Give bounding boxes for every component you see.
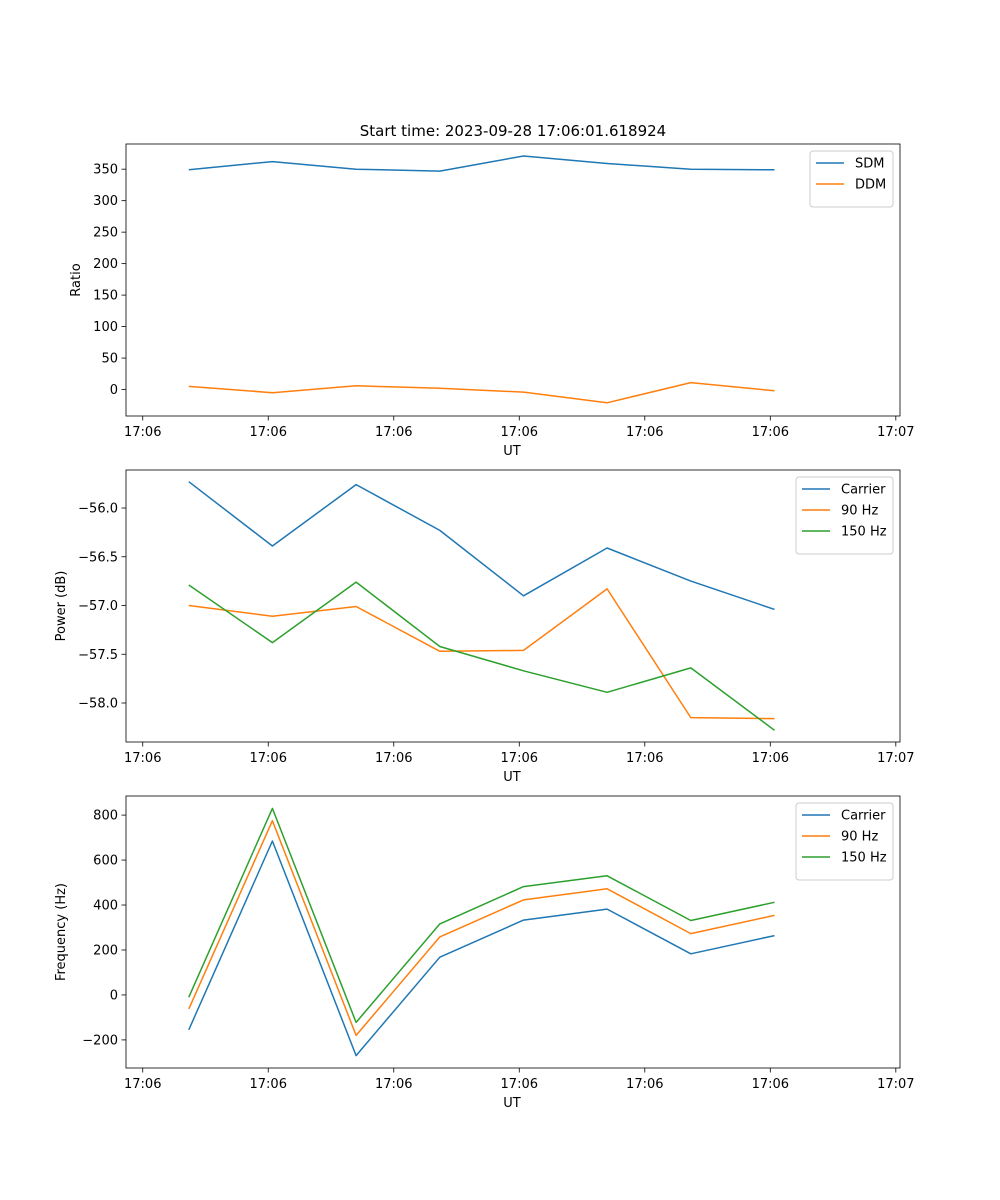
legend-label-frequency-0: Carrier [841,809,886,824]
y-tick-label-frequency-1: 0 [110,988,118,1003]
x-tick-label-ratio-1: 17:06 [250,425,287,440]
y-tick-label-power-1: −57.5 [78,648,118,663]
x-tick-label-ratio-6: 17:07 [877,425,914,440]
series-line-power-2 [188,581,775,731]
y-tick-label-frequency-0: −200 [82,1033,118,1048]
legend-frequency: Carrier 90 Hz 150 Hz [795,802,894,881]
legend-label-frequency-2: 150 Hz [841,851,887,866]
y-axis-label-ratio: Ratio [69,263,84,296]
x-tick-label-frequency-6: 17:07 [877,1077,914,1092]
legend-label-ratio-1: DDM [855,178,886,193]
chart-title: Start time: 2023-09-28 17:06:01.618924 [360,122,666,140]
x-tick-label-ratio-4: 17:06 [626,425,663,440]
y-tick-label-ratio-5: 250 [93,226,118,241]
y-tick-label-ratio-2: 100 [93,320,118,335]
y-tick-label-ratio-0: 0 [110,383,118,398]
y-tick-label-power-2: −57.0 [78,599,118,614]
x-axis-label-power: UT [503,770,521,785]
x-tick-label-frequency-0: 17:06 [124,1077,161,1092]
x-tick-label-ratio-0: 17:06 [124,425,161,440]
x-tick-label-ratio-5: 17:06 [752,425,789,440]
legend-ratio: SDM DDM [809,150,894,208]
legend-label-power-0: Carrier [841,483,886,498]
y-tick-label-ratio-1: 50 [101,352,118,367]
x-axis-label-frequency: UT [503,1096,521,1111]
x-tick-label-power-6: 17:07 [877,751,914,766]
legend-label-frequency-1: 90 Hz [841,830,878,845]
axes-frame-power [125,469,901,743]
y-axis-label-frequency: Frequency (Hz) [54,883,69,981]
series-line-ratio-1 [188,381,775,404]
y-axis-label-power: Power (dB) [54,571,69,642]
x-tick-label-frequency-4: 17:06 [626,1077,663,1092]
x-tick-label-frequency-3: 17:06 [501,1077,538,1092]
x-tick-label-ratio-3: 17:06 [501,425,538,440]
y-tick-label-frequency-4: 600 [93,854,118,869]
axes-frame-frequency [125,795,901,1069]
y-tick-label-power-3: −56.5 [78,550,118,565]
series-line-power-0 [188,481,775,611]
x-axis-label-ratio: UT [503,444,521,459]
y-tick-label-ratio-3: 150 [93,289,118,304]
x-tick-label-ratio-2: 17:06 [375,425,412,440]
x-tick-label-power-3: 17:06 [501,751,538,766]
y-tick-label-ratio-6: 300 [93,194,118,209]
series-line-power-1 [188,588,775,720]
legend-label-power-2: 150 Hz [841,525,887,540]
series-line-frequency-1 [188,819,775,1037]
legend-box-ratio [809,150,894,208]
legend-label-power-1: 90 Hz [841,504,878,519]
x-tick-label-frequency-2: 17:06 [375,1077,412,1092]
y-tick-label-power-0: −58.0 [78,697,118,712]
panel-power: 17:06 17:06 17:06 17:06 17:06 17:06 17:07 −58.0… [54,469,915,785]
legend-power: Carrier 90 Hz 150 Hz [795,476,894,555]
y-tick-label-frequency-2: 200 [93,943,118,958]
x-tick-label-power-2: 17:06 [375,751,412,766]
panel-ratio: 17:06 17:06 17:06 17:06 17:06 17:06 17:07 0 50 10… [69,143,915,459]
series-line-frequency-0 [188,840,775,1057]
panel-frequency: 17:06 17:06 17:06 17:06 17:06 17:06 17:07 −200 0… [54,795,915,1111]
x-tick-label-frequency-1: 17:06 [250,1077,287,1092]
legend-box-power [795,476,894,555]
axes-frame-ratio [125,143,901,417]
x-tick-label-power-0: 17:06 [124,751,161,766]
series-line-frequency-2 [188,807,775,1024]
series-line-ratio-0 [188,155,775,172]
y-tick-label-frequency-3: 400 [93,899,118,914]
x-tick-label-power-1: 17:06 [250,751,287,766]
y-tick-label-frequency-5: 800 [93,809,118,824]
y-tick-label-ratio-4: 200 [93,257,118,272]
x-tick-label-frequency-5: 17:06 [752,1077,789,1092]
legend-label-ratio-0: SDM [855,157,884,172]
legend-box-frequency [795,802,894,881]
y-tick-label-ratio-7: 350 [93,163,118,178]
y-tick-label-power-4: −56.0 [78,502,118,517]
x-tick-label-power-5: 17:06 [752,751,789,766]
x-tick-label-power-4: 17:06 [626,751,663,766]
